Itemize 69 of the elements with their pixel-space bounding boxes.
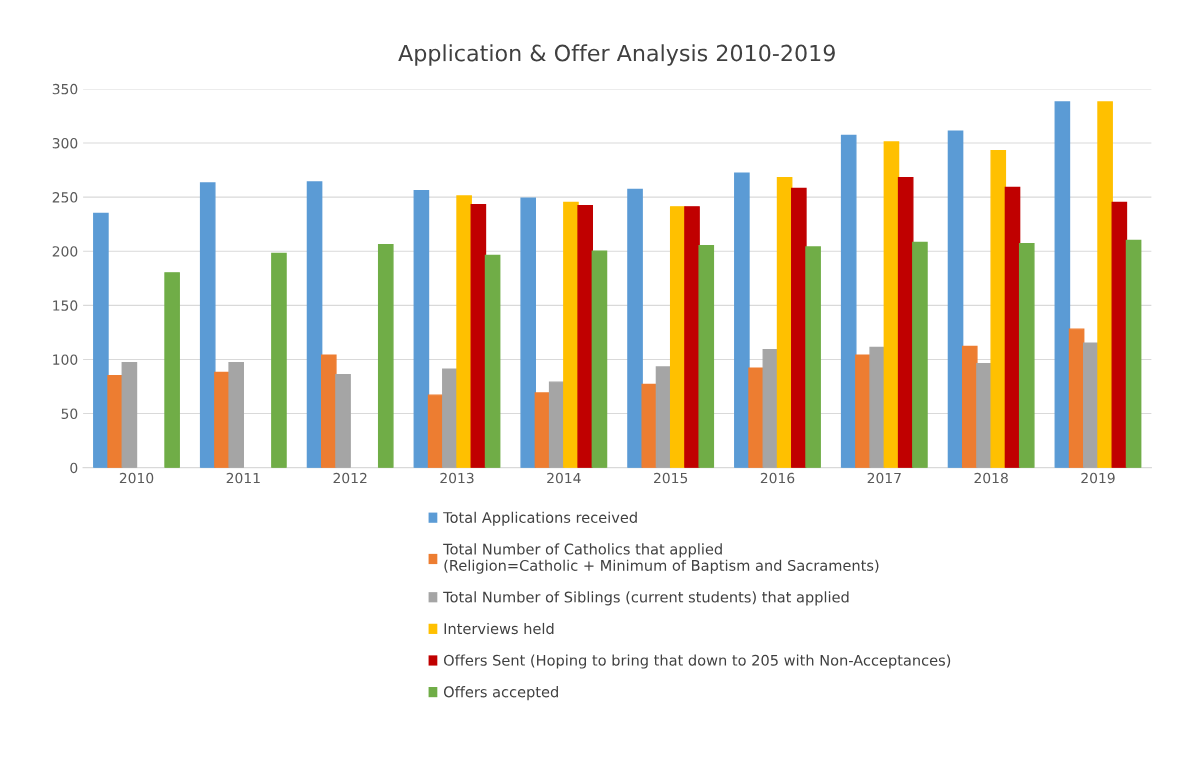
bar [121,361,138,468]
y-tick-label: 100 [53,354,78,365]
bar [734,172,750,468]
bar [199,182,216,468]
x-tick-label: 2010 [119,472,154,484]
bar [306,181,323,468]
bar [413,189,430,468]
bar [228,361,245,468]
bar [627,188,643,468]
x-tick-label: 2016 [760,472,795,484]
x-tick-label: 2015 [654,472,688,484]
bar [1004,186,1021,468]
bar [840,134,857,468]
bar [1125,239,1142,468]
bar [684,206,700,468]
x-tick-label: 2017 [867,472,901,484]
legend-label: Interviews held [444,622,554,635]
bar [883,141,900,468]
bar [1097,101,1113,468]
bar [164,272,180,468]
legend-label: Total Number of Catholics that applied (Religion=Catholic + Minimum of Baptism and Sacraments) [443,543,879,574]
y-tick-label: 150 [53,300,78,311]
bar [1018,242,1035,468]
bar [591,250,608,468]
bar [271,252,287,468]
y-tick-label: 250 [52,192,78,203]
bar [776,176,793,468]
bar [791,187,807,468]
bar [377,244,394,468]
x-tick-label: 2019 [1081,472,1115,484]
x-tick-label: 2014 [547,472,581,484]
bar [320,354,337,468]
bar [961,345,978,468]
bar [107,374,123,468]
bar [990,149,1007,468]
bar [335,373,351,468]
x-tick-label: 2018 [974,472,1008,484]
bar [1054,101,1071,468]
bar [897,176,914,468]
bar [93,212,109,468]
bar [912,241,928,468]
x-tick-label: 2013 [440,472,474,484]
x-tick-label: 2011 [226,472,260,484]
bar [805,246,821,468]
bar [456,195,472,468]
chart-title: Application & Offer Analysis 2010-2019 [398,44,835,66]
legend-label: Total Number of Siblings (current students) that applied [443,591,849,606]
bar [548,381,565,468]
bar [641,383,658,468]
y-tick-label: 350 [52,83,78,95]
bar [748,367,764,468]
y-tick-label: 200 [52,246,78,257]
bar [470,203,487,468]
bar [1111,201,1128,468]
legend-label: Total Applications received [443,511,637,526]
bar [1068,328,1085,468]
bar [869,346,886,468]
bar [577,205,594,468]
bar [947,130,964,468]
bar [442,368,458,468]
y-tick-label: 50 [61,408,78,420]
bar [698,245,715,468]
x-tick-label: 2012 [333,472,367,484]
y-tick-label: 300 [52,137,78,149]
y-tick-label: 0 [70,462,78,474]
bar [484,254,501,468]
legend-label: Offers Sent (Hoping to bring that down to 205 with Non-Acceptances) [443,654,951,669]
bar [520,197,537,468]
legend-label: Offers accepted [443,686,558,701]
